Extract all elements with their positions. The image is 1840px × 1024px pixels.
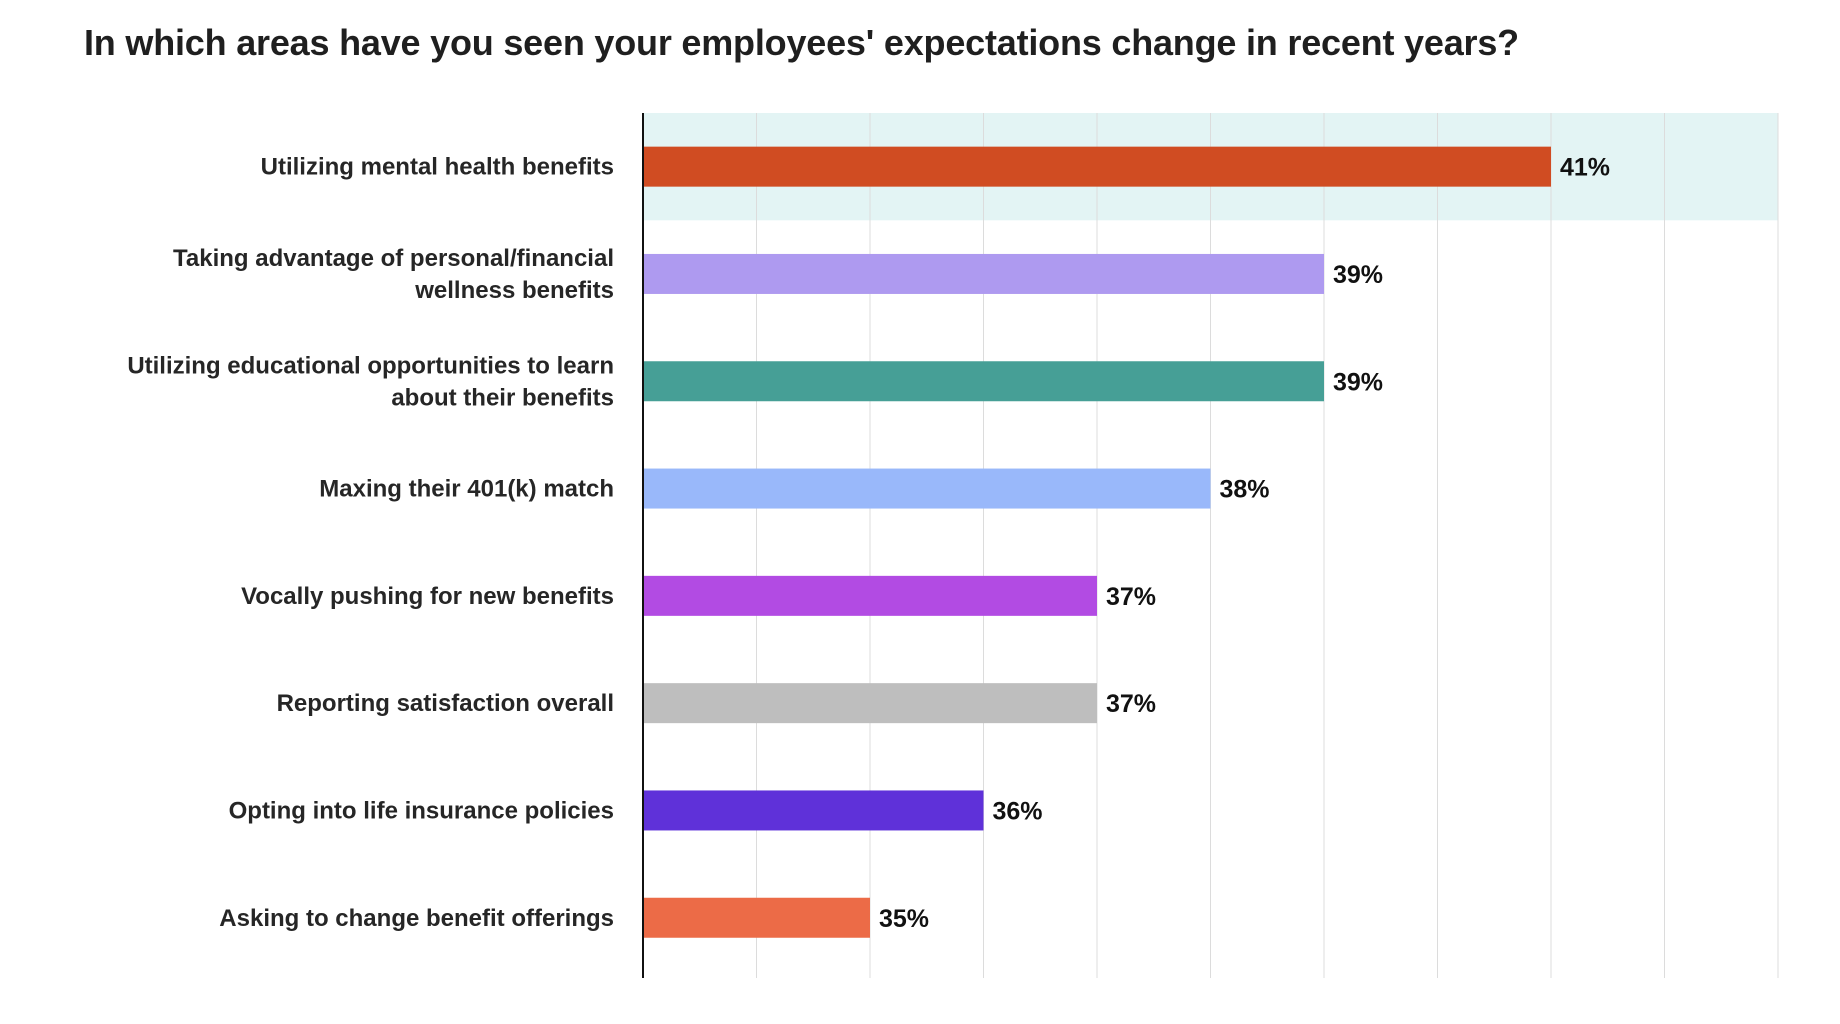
bar — [643, 146, 1551, 187]
data-label: 38% — [1220, 476, 1270, 504]
bar — [643, 790, 984, 831]
category-label-line: Taking advantage of personal/financial — [173, 245, 614, 272]
bar — [643, 253, 1324, 294]
category-label-line: Maxing their 401(k) match — [319, 476, 614, 503]
category-label: Vocally pushing for new benefits — [241, 583, 614, 610]
chart-title: In which areas have you seen your employ… — [84, 22, 1519, 63]
data-label: 36% — [993, 797, 1043, 825]
category-label-line: Asking to change benefit offerings — [219, 905, 614, 932]
data-label: 35% — [879, 905, 929, 933]
category-label-line: Utilizing mental health benefits — [261, 154, 614, 181]
category-label: Utilizing educational opportunities to l… — [127, 352, 614, 411]
category-label-line: Utilizing educational opportunities to l… — [127, 352, 614, 379]
category-label-line: Reporting satisfaction overall — [277, 690, 614, 717]
category-label: Taking advantage of personal/financial we… — [173, 245, 614, 304]
category-label: Asking to change benefit offerings — [219, 905, 614, 932]
category-label-line: about their benefits — [391, 384, 614, 411]
data-label: 37% — [1106, 583, 1156, 611]
category-label-line: wellness benefits — [414, 277, 614, 304]
bar — [643, 361, 1324, 402]
category-label-line: Opting into life insurance policies — [229, 797, 614, 824]
category-label: Maxing their 401(k) match — [319, 476, 614, 503]
data-label: 39% — [1333, 368, 1383, 396]
bar — [643, 897, 870, 938]
data-label: 37% — [1106, 690, 1156, 718]
category-label: Utilizing mental health benefits — [261, 154, 614, 181]
bar — [643, 575, 1097, 616]
data-label: 41% — [1560, 154, 1610, 182]
data-label: 39% — [1333, 261, 1383, 289]
bar — [643, 468, 1211, 509]
category-label-line: Vocally pushing for new benefits — [241, 583, 614, 610]
bar — [643, 683, 1097, 724]
category-label: Opting into life insurance policies — [229, 797, 614, 824]
category-label: Reporting satisfaction overall — [277, 690, 614, 717]
